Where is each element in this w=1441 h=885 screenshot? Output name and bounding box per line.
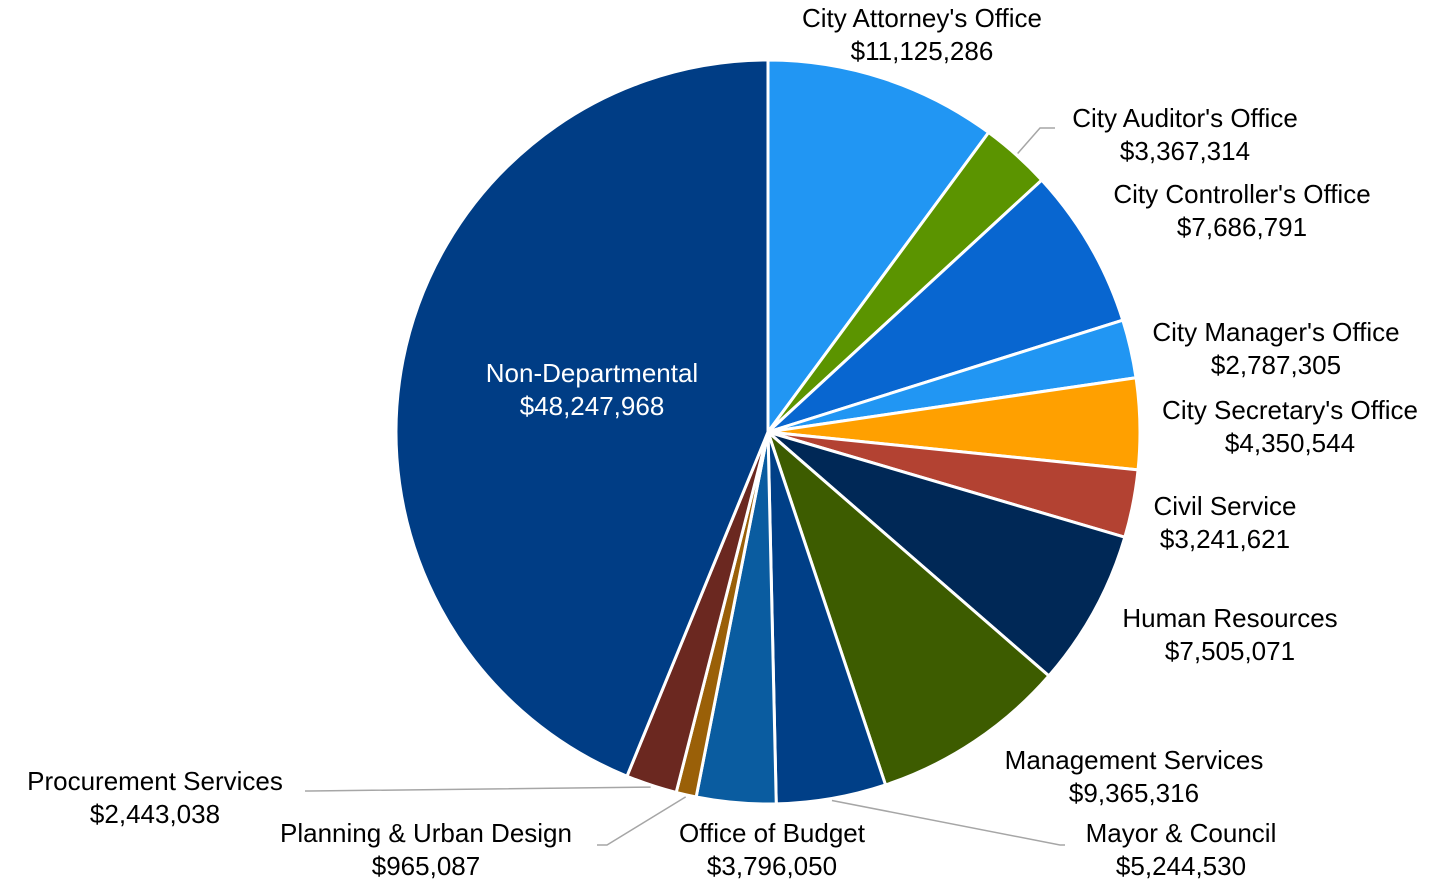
pie-slice (394, 58, 770, 779)
slice-value: $11,125,286 (851, 36, 994, 66)
slice-label: Human Resources (1122, 603, 1337, 633)
pie-slice (764, 427, 1052, 787)
slice-value: $2,787,305 (1211, 350, 1341, 380)
slice-value: $3,367,314 (1120, 136, 1250, 166)
leader-line (597, 796, 687, 846)
slice-label: City Controller's Office (1113, 179, 1370, 209)
slice-value: $2,443,038 (90, 799, 220, 829)
slice-value: $48,247,968 (520, 391, 665, 421)
pie-slice (766, 177, 1125, 434)
slice-label: City Attorney's Office (802, 3, 1042, 33)
leader-line (831, 799, 1065, 846)
slice-value: $4,350,544 (1225, 428, 1355, 458)
slice-value: $9,365,316 (1069, 778, 1199, 808)
slice-label: Civil Service (1153, 491, 1296, 521)
slice-value: $3,241,621 (1160, 524, 1290, 554)
slice-label: Mayor & Council (1086, 818, 1277, 848)
slice-value: $965,087 (372, 851, 480, 881)
slice-label: Office of Budget (679, 818, 866, 848)
pie-slice (767, 430, 1127, 679)
leader-line (1017, 127, 1055, 155)
slice-label: City Manager's Office (1152, 317, 1399, 347)
slice-label: Planning & Urban Design (280, 818, 572, 848)
slice-label: City Secretary's Office (1162, 395, 1418, 425)
slice-label: Management Services (1005, 745, 1264, 775)
slice-label: City Auditor's Office (1072, 103, 1298, 133)
leader-line (305, 786, 651, 792)
slice-value: $5,244,530 (1116, 851, 1246, 881)
slice-label: Non-Departmental (486, 358, 698, 388)
slice-value: $3,796,050 (707, 851, 837, 881)
slice-value: $7,505,071 (1165, 636, 1295, 666)
pie-slice (766, 58, 991, 437)
slice-label: Procurement Services (27, 766, 283, 796)
slice-value: $7,686,791 (1177, 212, 1307, 242)
